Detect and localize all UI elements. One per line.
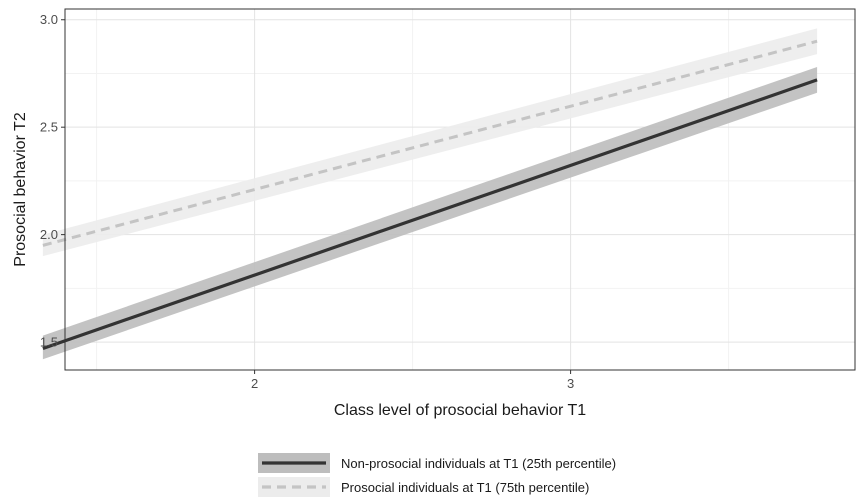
x-tick-label: 3	[567, 376, 574, 391]
axis-tick-labels: 2 3 1.5 2.0 2.5 3.0	[40, 12, 574, 391]
y-axis-title: Prosocial behavior T2	[12, 112, 29, 267]
y-tick-label: 2.0	[40, 227, 58, 242]
legend: Non-prosocial individuals at T1 (25th pe…	[258, 453, 616, 497]
x-axis-title: Class level of prosocial behavior T1	[334, 402, 586, 419]
legend-label-prosocial: Prosocial individuals at T1 (75th percen…	[341, 480, 589, 495]
x-tick-label: 2	[251, 376, 258, 391]
series-lines	[42, 39, 818, 351]
y-tick-label: 2.5	[40, 120, 58, 135]
legend-label-non-prosocial: Non-prosocial individuals at T1 (25th pe…	[341, 456, 616, 471]
series-line-0	[42, 78, 818, 351]
legend-item-prosocial: Prosocial individuals at T1 (75th percen…	[258, 477, 589, 497]
legend-item-non-prosocial: Non-prosocial individuals at T1 (25th pe…	[258, 453, 616, 473]
series-line-1	[42, 39, 818, 247]
y-tick-label: 1.5	[40, 335, 58, 350]
plot-panel-border	[64, 8, 856, 371]
y-tick-label: 3.0	[40, 12, 58, 27]
axis-ticks	[61, 19, 572, 374]
confidence-band-1	[42, 28, 818, 257]
